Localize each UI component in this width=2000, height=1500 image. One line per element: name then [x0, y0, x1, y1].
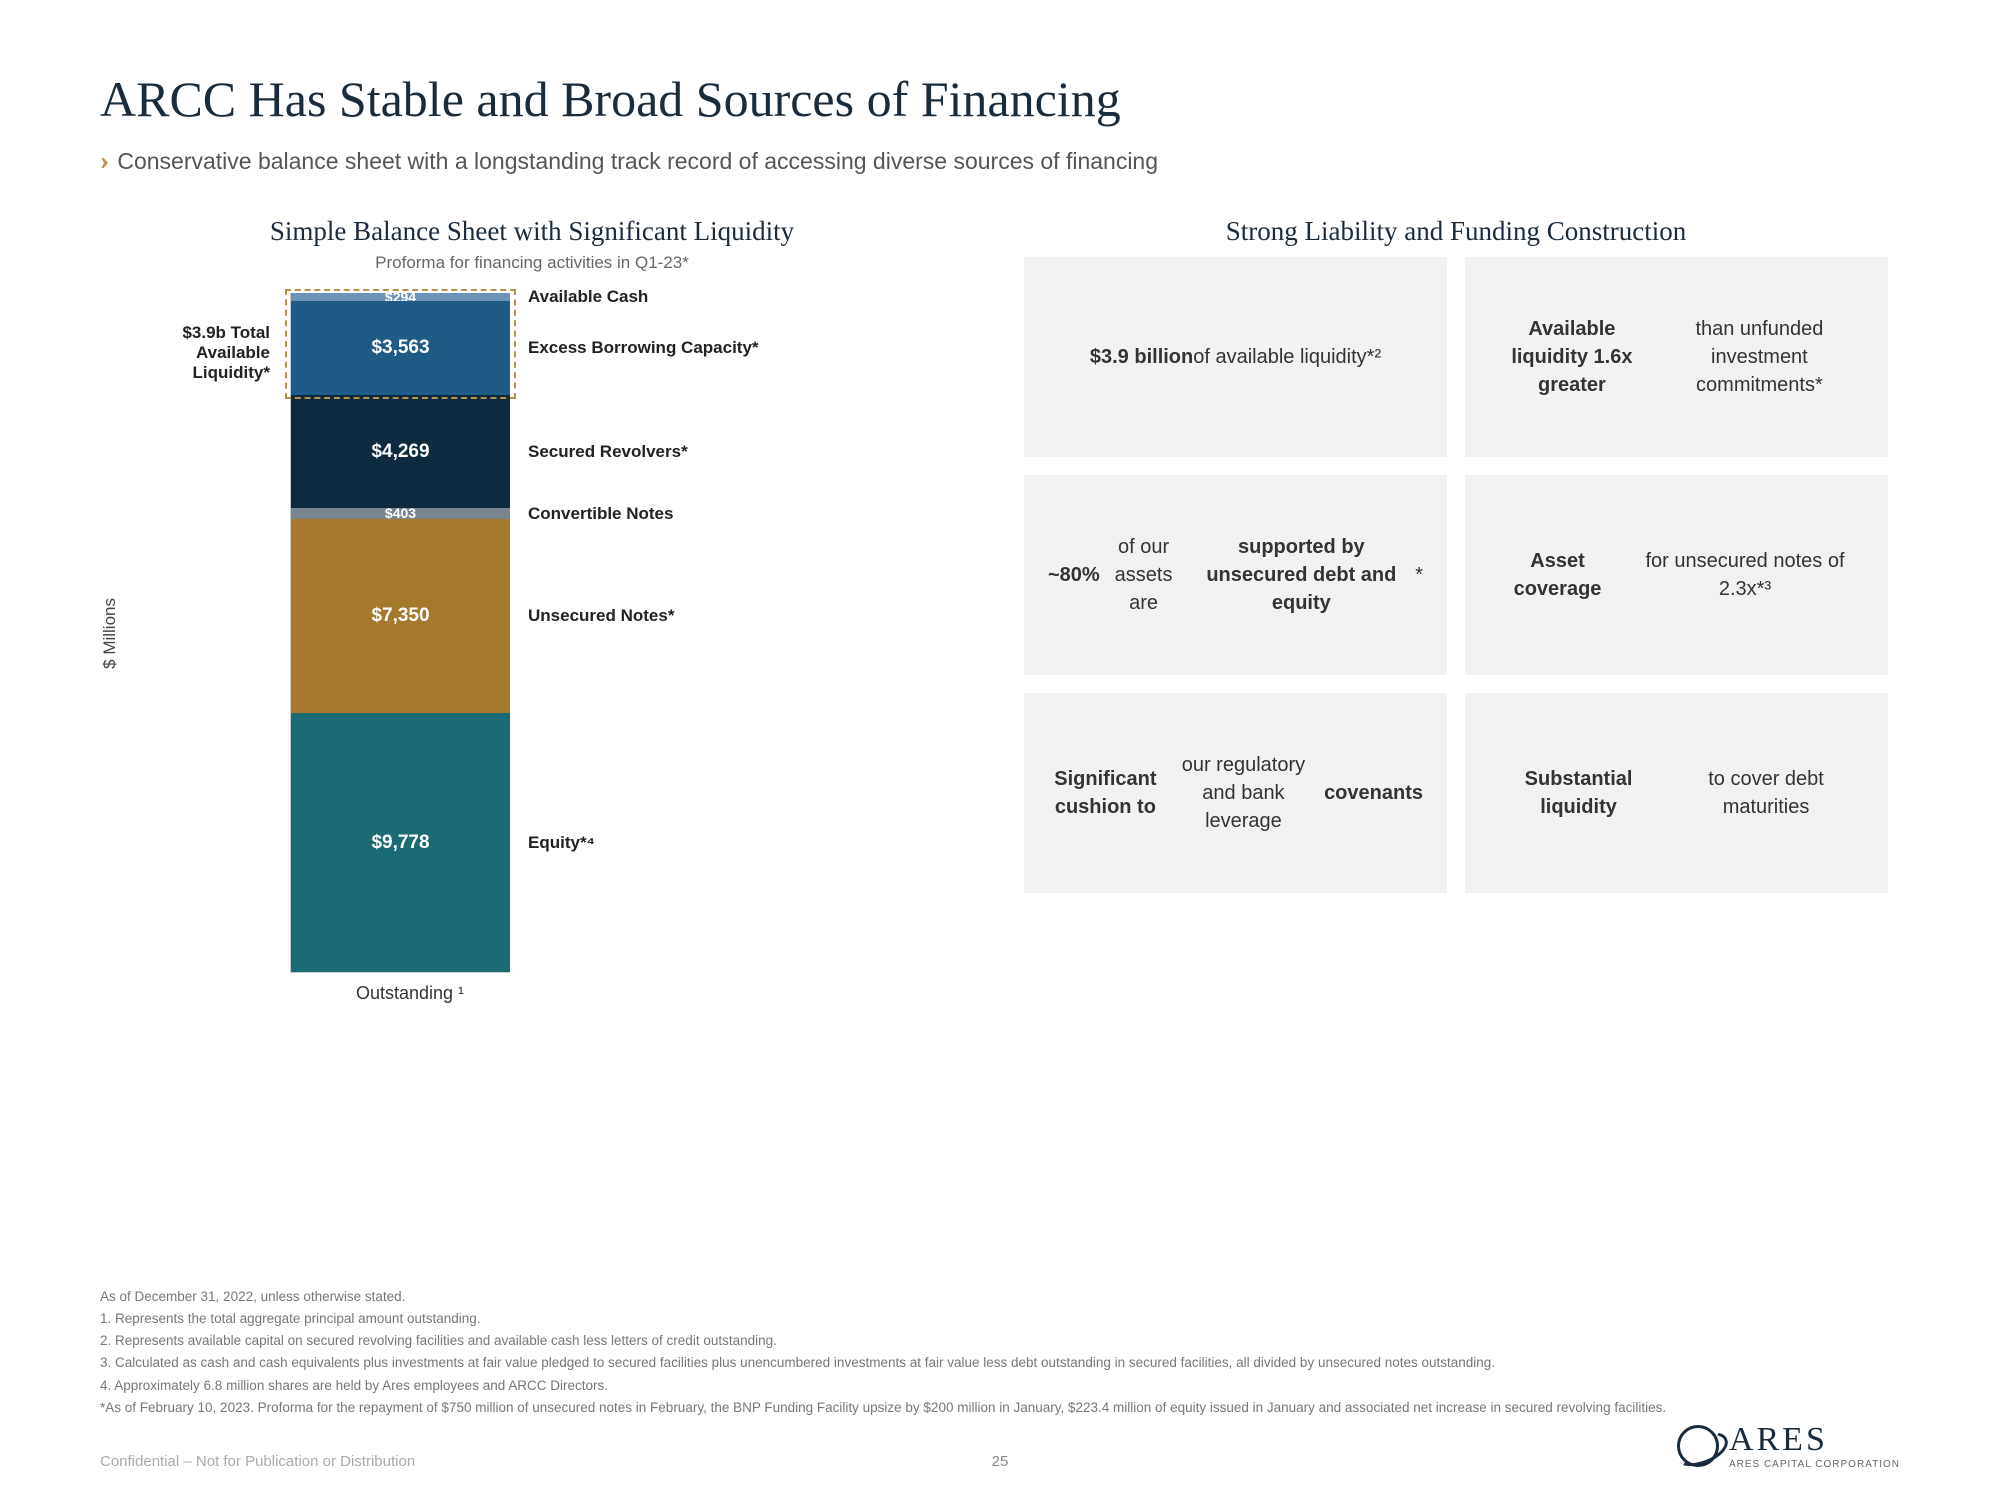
logo-subtext: ARES CAPITAL CORPORATION [1729, 1459, 1900, 1470]
footnote-line: 4. Approximately 6.8 million shares are … [100, 1376, 1900, 1396]
segment-labels: Available CashExcess Borrowing Capacity*… [510, 293, 964, 973]
bar-column: $294$3,563$4,269$403$7,350$9,778 [290, 293, 510, 973]
bar-segment: $294 [291, 293, 510, 301]
info-card: $3.9 billion of available liquidity*² [1024, 257, 1447, 457]
segment-label: Secured Revolvers* [528, 395, 964, 508]
left-subheading: Proforma for financing activities in Q1-… [100, 253, 964, 273]
bar-segment: $3,563 [291, 301, 510, 395]
footnote-line: As of December 31, 2022, unless otherwis… [100, 1287, 1900, 1307]
info-card: Available liquidity 1.6x greater than un… [1465, 257, 1888, 457]
info-card: Substantial liquidity to cover debt matu… [1465, 693, 1888, 893]
chevron-right-icon: ›› [100, 146, 101, 176]
page-title: ARCC Has Stable and Broad Sources of Fin… [100, 70, 1900, 128]
subtitle-text: Conservative balance sheet with a longst… [117, 148, 1158, 175]
bar-segment: $4,269 [291, 395, 510, 508]
left-heading: Simple Balance Sheet with Significant Li… [100, 216, 964, 247]
segment-label: Convertible Notes [528, 508, 964, 519]
xaxis-label: Outstanding ¹ [300, 983, 520, 1004]
footnote-line: *As of February 10, 2023. Proforma for t… [100, 1398, 1900, 1418]
info-card: Significant cushion to our regulatory an… [1024, 693, 1447, 893]
callout-line1: Available [130, 343, 270, 363]
footer: Confidential – Not for Publication or Di… [100, 1421, 1900, 1470]
footnotes: As of December 31, 2022, unless otherwis… [100, 1287, 1900, 1421]
liquidity-callout: $3.9b Total Available Liquidity* [130, 293, 270, 973]
footnote-line: 2. Represents available capital on secur… [100, 1331, 1900, 1351]
yaxis-label: $ Millions [100, 598, 120, 669]
info-card: Asset coverage for unsecured notes of 2.… [1465, 475, 1888, 675]
confidential-label: Confidential – Not for Publication or Di… [100, 1453, 415, 1470]
callout-value: $3.9b Total [130, 323, 270, 343]
segment-label: Unsecured Notes* [528, 519, 964, 714]
page-number: 25 [992, 1453, 1009, 1470]
subtitle-row: ›› Conservative balance sheet with a lon… [100, 146, 1900, 176]
footnote-line: 1. Represents the total aggregate princi… [100, 1309, 1900, 1329]
segment-label: Equity*⁴ [528, 714, 964, 973]
right-heading: Strong Liability and Funding Constructio… [1024, 216, 1888, 247]
bar-segment: $403 [291, 508, 510, 519]
logo-mark-icon [1677, 1425, 1719, 1467]
footnote-line: 3. Calculated as cash and cash equivalen… [100, 1353, 1900, 1373]
segment-label: Excess Borrowing Capacity* [528, 301, 964, 395]
info-card: ~80% of our assets are supported by unse… [1024, 475, 1447, 675]
right-panel: Strong Liability and Funding Constructio… [1024, 216, 1888, 1004]
bar-segment: $7,350 [291, 519, 510, 714]
segment-label: Available Cash [528, 293, 964, 301]
ares-logo: ARES ARES CAPITAL CORPORATION [1677, 1421, 1900, 1470]
callout-line2: Liquidity* [130, 363, 270, 383]
info-cards-grid: $3.9 billion of available liquidity*²Ava… [1024, 257, 1888, 893]
stacked-bar-chart: $ Millions $3.9b Total Available Liquidi… [100, 293, 964, 973]
logo-text: ARES [1729, 1421, 1900, 1459]
left-panel: Simple Balance Sheet with Significant Li… [100, 216, 964, 1004]
bar-segment: $9,778 [291, 713, 510, 972]
